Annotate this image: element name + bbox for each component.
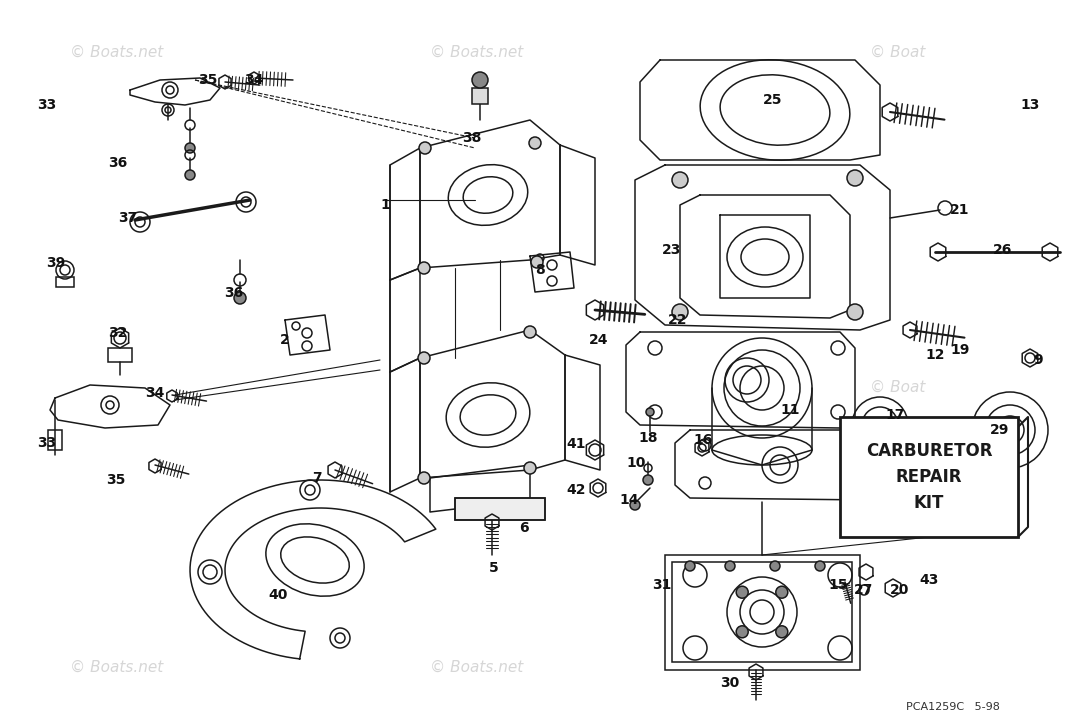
Text: 23: 23 xyxy=(663,243,682,257)
Text: 32: 32 xyxy=(109,326,127,340)
Bar xyxy=(48,430,62,450)
Text: PCA1259C   5-98: PCA1259C 5-98 xyxy=(906,702,1000,712)
Text: 24: 24 xyxy=(590,333,609,347)
Circle shape xyxy=(815,561,825,571)
Text: 29: 29 xyxy=(990,423,1010,437)
Text: 7: 7 xyxy=(312,471,322,485)
Circle shape xyxy=(672,304,688,320)
Text: 14: 14 xyxy=(619,493,639,507)
Text: © Boats.net: © Boats.net xyxy=(70,45,163,60)
Circle shape xyxy=(685,561,695,571)
Circle shape xyxy=(234,292,246,304)
Bar xyxy=(665,555,860,670)
Text: 12: 12 xyxy=(925,348,944,362)
Text: 42: 42 xyxy=(566,483,585,497)
Text: 25: 25 xyxy=(764,93,782,107)
Text: 20: 20 xyxy=(890,583,910,597)
Bar xyxy=(108,348,132,362)
Bar xyxy=(455,498,545,520)
Bar xyxy=(455,498,545,520)
Text: 6: 6 xyxy=(519,521,529,535)
Text: © Boats.net: © Boats.net xyxy=(430,45,523,60)
Text: 16: 16 xyxy=(693,433,713,447)
Circle shape xyxy=(418,262,430,274)
Text: 10: 10 xyxy=(627,456,645,470)
Text: 41: 41 xyxy=(566,437,585,451)
Text: 18: 18 xyxy=(639,431,658,445)
Bar xyxy=(55,277,74,287)
Circle shape xyxy=(418,352,430,364)
Circle shape xyxy=(646,408,654,416)
Circle shape xyxy=(737,586,749,598)
Text: 26: 26 xyxy=(993,243,1013,257)
Text: 40: 40 xyxy=(269,588,287,602)
Text: 34: 34 xyxy=(245,73,263,87)
Bar xyxy=(472,88,489,104)
Circle shape xyxy=(418,472,430,484)
Text: 36: 36 xyxy=(224,286,244,300)
Circle shape xyxy=(643,475,653,485)
Circle shape xyxy=(531,256,543,268)
Text: 38: 38 xyxy=(462,131,482,145)
Text: 35: 35 xyxy=(107,473,126,487)
Circle shape xyxy=(770,561,780,571)
Text: 2: 2 xyxy=(280,333,289,347)
Text: © Boat: © Boat xyxy=(870,380,926,395)
Circle shape xyxy=(472,72,489,88)
Text: 21: 21 xyxy=(950,203,969,217)
Text: 30: 30 xyxy=(720,676,740,690)
Text: 43: 43 xyxy=(919,573,939,587)
Circle shape xyxy=(524,462,536,474)
Text: 33: 33 xyxy=(37,98,57,112)
Circle shape xyxy=(185,143,195,153)
Text: 33: 33 xyxy=(37,436,57,450)
Circle shape xyxy=(672,172,688,188)
Bar xyxy=(672,562,852,662)
Text: 1: 1 xyxy=(380,198,390,212)
Text: 39: 39 xyxy=(47,256,65,270)
Circle shape xyxy=(630,500,640,510)
Text: 31: 31 xyxy=(653,578,671,592)
Circle shape xyxy=(776,586,788,598)
Text: 5: 5 xyxy=(490,561,499,575)
Text: © Boats.net: © Boats.net xyxy=(430,660,523,675)
Text: © Boat: © Boat xyxy=(870,45,926,60)
Text: 27: 27 xyxy=(854,583,874,597)
Text: 9: 9 xyxy=(1034,353,1042,367)
Text: 11: 11 xyxy=(780,403,800,417)
Circle shape xyxy=(725,561,735,571)
Text: 37: 37 xyxy=(119,211,137,225)
Circle shape xyxy=(776,626,788,638)
Text: © Boats.net: © Boats.net xyxy=(70,660,163,675)
Circle shape xyxy=(529,137,541,149)
Text: 13: 13 xyxy=(1021,98,1040,112)
Circle shape xyxy=(846,170,863,186)
Text: 19: 19 xyxy=(950,343,969,357)
Circle shape xyxy=(737,626,749,638)
Bar xyxy=(840,417,1018,537)
Text: 35: 35 xyxy=(198,73,218,87)
Text: 17: 17 xyxy=(886,408,905,422)
Text: 22: 22 xyxy=(668,313,688,327)
Text: 8: 8 xyxy=(535,263,545,277)
Circle shape xyxy=(846,304,863,320)
Circle shape xyxy=(524,326,536,338)
Text: 15: 15 xyxy=(828,578,848,592)
Circle shape xyxy=(185,170,195,180)
Text: 36: 36 xyxy=(109,156,127,170)
Text: CARBURETOR
REPAIR
KIT: CARBURETOR REPAIR KIT xyxy=(866,442,992,513)
Text: 34: 34 xyxy=(146,386,164,400)
Circle shape xyxy=(419,142,431,154)
